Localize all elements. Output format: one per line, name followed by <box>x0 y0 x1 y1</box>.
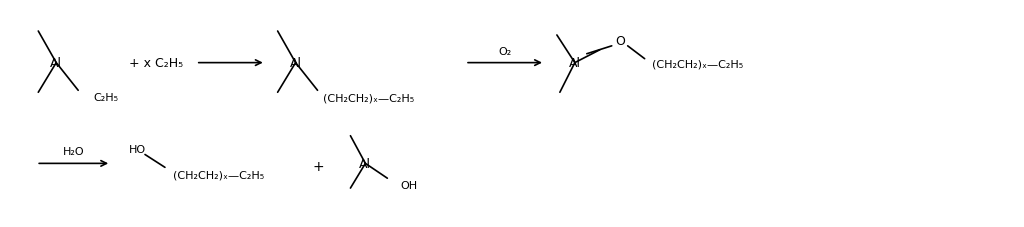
Text: Al: Al <box>359 157 372 170</box>
Text: OH: OH <box>400 180 418 190</box>
Text: H₂O: H₂O <box>62 147 84 157</box>
Text: O₂: O₂ <box>499 47 512 57</box>
Text: (CH₂CH₂)ₓ—C₂H₅: (CH₂CH₂)ₓ—C₂H₅ <box>323 93 414 103</box>
Text: C₂H₅: C₂H₅ <box>93 93 118 103</box>
Text: +: + <box>312 160 325 174</box>
Text: (CH₂CH₂)ₓ—C₂H₅: (CH₂CH₂)ₓ—C₂H₅ <box>173 170 264 180</box>
Text: Al: Al <box>50 57 62 70</box>
Text: Al: Al <box>290 57 302 70</box>
Text: Al: Al <box>568 57 581 70</box>
Text: HO: HO <box>129 144 146 154</box>
Text: (CH₂CH₂)ₓ—C₂H₅: (CH₂CH₂)ₓ—C₂H₅ <box>651 59 742 69</box>
Text: O: O <box>614 35 625 48</box>
Text: + x C₂H₅: + x C₂H₅ <box>129 57 183 70</box>
